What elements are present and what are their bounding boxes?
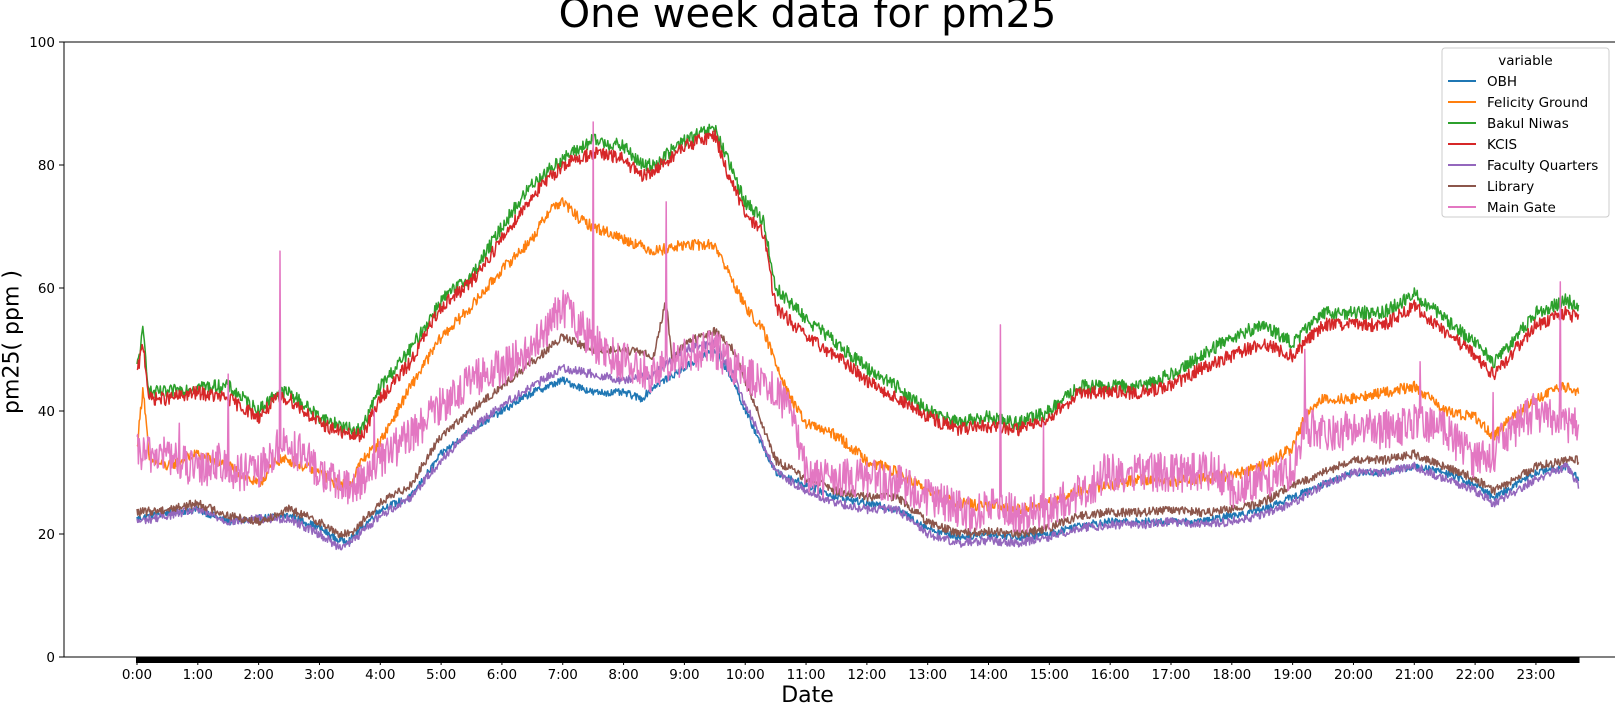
x-tick-label: 14:00 [969, 667, 1008, 683]
x-tick-label: 8:00 [608, 667, 638, 683]
x-tick-label: 2:00 [243, 667, 273, 683]
y-tick-label: 80 [38, 158, 55, 174]
legend-label: Bakul Niwas [1487, 116, 1569, 132]
x-tick-label: 6:00 [487, 667, 517, 683]
legend: variable OBH Felicity Ground Bakul Niwas KCI… [1441, 47, 1610, 218]
series-line-main-gate [136, 121, 1580, 534]
series-line-bakul-niwas [136, 123, 1580, 437]
x-tick-label: 18:00 [1212, 667, 1251, 683]
series-line-faculty-quarters [136, 339, 1580, 551]
chart-title: One week data for pm25 [558, 0, 1057, 37]
series-layer [136, 121, 1580, 551]
legend-label: Felicity Ground [1487, 95, 1588, 111]
y-tick-label: 40 [38, 404, 55, 420]
legend-title: variable [1498, 53, 1552, 69]
x-tick-label: 5:00 [426, 667, 456, 683]
x-tick-label: 0:00 [122, 667, 152, 683]
x-tick-label: 4:00 [365, 667, 395, 683]
x-tick-label: 19:00 [1273, 667, 1312, 683]
x-tick-label: 1:00 [183, 667, 213, 683]
x-tick-label: 21:00 [1395, 667, 1434, 683]
x-tick-label: 3:00 [304, 667, 334, 683]
legend-label: Main Gate [1487, 200, 1556, 216]
series-line-library [136, 300, 1580, 539]
series-line-kcis [136, 129, 1580, 443]
legend-label: KCIS [1487, 137, 1517, 153]
x-tick-label: 7:00 [548, 667, 578, 683]
x-tick-label: 22:00 [1456, 667, 1495, 683]
x-tick-label: 23:00 [1516, 667, 1555, 683]
x-tick-label: 10:00 [726, 667, 765, 683]
y-tick-label: 60 [38, 281, 55, 297]
axes: 0 20 40 60 80 100 0:00 1:00 2:00 3:00 4:00 5:00 6:00… [29, 35, 1615, 683]
x-tick-label: 16:00 [1091, 667, 1130, 683]
x-tick-label: 9:00 [669, 667, 699, 683]
legend-label: Library [1487, 179, 1534, 195]
x-axis-label: Date [781, 683, 834, 708]
legend-label: OBH [1487, 74, 1517, 90]
x-tick-label: 17:00 [1152, 667, 1191, 683]
legend-label: Faculty Quarters [1487, 158, 1598, 174]
x-tick-label: 15:00 [1030, 667, 1069, 683]
x-tick-label: 11:00 [787, 667, 826, 683]
x-minor-tick-band [135, 657, 1580, 663]
series-line-obh [136, 348, 1580, 545]
y-tick-label: 0 [46, 650, 55, 666]
x-tick-label: 13:00 [908, 667, 947, 683]
x-tick-label: 12:00 [847, 667, 886, 683]
x-tick-label: 20:00 [1334, 667, 1373, 683]
legend-box [1441, 47, 1610, 218]
y-tick-label: 20 [38, 527, 55, 543]
y-tick-label: 100 [29, 35, 55, 51]
